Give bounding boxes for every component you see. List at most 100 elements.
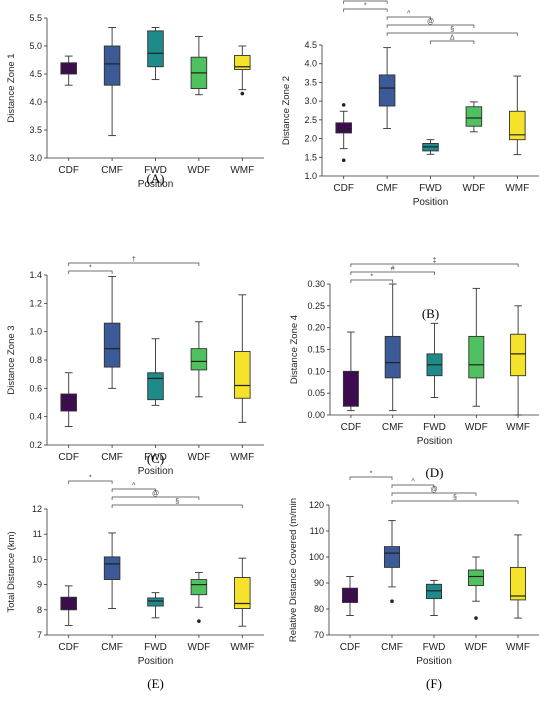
y-tick-label: 3.0 [304,96,317,106]
outlier-point [341,103,346,107]
panel-label: (A) [146,171,164,186]
x-tick-label: FWD [144,165,167,176]
box-iqr [234,577,251,609]
y-tick-label: 7 [37,630,42,640]
significance-bracket [386,32,518,36]
x-tick-label: FWD [144,642,167,653]
box-iqr [384,335,401,379]
y-tick-label: 0.00 [307,410,325,420]
box-iqr [378,74,396,107]
x-tick-label: FWD [423,642,446,653]
y-tick-label: 3.0 [29,153,42,163]
y-tick-label: 3.5 [29,125,42,135]
box-iqr [190,348,208,371]
x-tick-label: WDF [188,165,211,176]
x-axis-label: Position [138,656,174,667]
significance-bracket [391,500,519,504]
y-tick-label: 0.4 [29,412,42,422]
y-tick-label: 4.0 [29,97,42,107]
x-tick-label: WDF [463,183,486,194]
x-tick-label: CDF [58,642,79,653]
x-tick-label: CMF [381,642,403,653]
significance-bracket [68,480,113,484]
box-iqr [190,579,208,596]
y-tick-label: 120 [309,500,324,510]
y-tick-label: 0.30 [307,279,325,289]
x-tick-label: CDF [341,422,362,433]
significance-bracket [68,270,113,274]
y-axis-label: Distance Zone 1 [6,53,17,122]
x-tick-label: CDF [340,642,361,653]
box-iqr [147,372,164,401]
x-tick-label: WMF [506,642,530,653]
panel-label: (C) [147,451,164,466]
chart-panel: 1.0 1.5 2.0 2.5 3.0 3.5 4.0 4.5 CDF CMF FWD WDF WMF P… [281,0,539,321]
y-tick-label: 0.25 [307,301,325,311]
x-axis-label: Position [138,179,174,190]
x-tick-label: CMF [376,183,398,194]
significance-bracket [111,488,156,492]
significance-bracket [350,263,519,267]
y-tick-label: 3.5 [304,77,317,87]
significance-symbol: * [370,274,373,281]
chart-panel: 0.00 0.05 0.10 0.15 0.20 0.25 0.30 CDF CMF FWD WDF… [289,258,539,480]
significance-symbol: ^ [132,483,136,490]
y-tick-label: 100 [309,552,324,562]
box-iqr [468,335,485,379]
y-tick-label: 80 [314,604,324,614]
y-tick-label: 4.0 [304,59,317,69]
x-axis-label: Position [138,466,174,477]
significance-bracket [391,492,477,496]
box-iqr [147,30,164,68]
box-iqr [103,556,121,581]
significance-symbol: @ [430,487,437,494]
x-tick-label: WMF [230,642,254,653]
chart-panel: 7 8 9 10 11 12 CDF CMF FWD WDF WMF Position Total Di… [6,475,264,691]
box-iqr [465,106,483,127]
y-tick-label: 1.5 [304,152,317,162]
significance-bracket [430,40,475,44]
y-tick-label: 0.10 [307,366,325,376]
x-tick-label: CDF [58,165,79,176]
x-tick-label: WMF [506,422,530,433]
x-tick-label: WMF [505,183,529,194]
significance-symbol: § [450,27,454,34]
panel-label: (E) [147,676,164,691]
x-tick-label: WDF [188,642,211,653]
significance-bracket [391,484,435,488]
y-tick-label: 10 [32,554,42,564]
x-tick-label: WDF [465,422,488,433]
x-tick-label: CDF [333,183,354,194]
box-iqr [234,55,251,70]
significance-bracket [349,476,393,480]
significance-symbol: † [132,257,136,264]
significance-symbol: * [89,265,92,272]
y-axis-label: Distance Zone 2 [281,76,292,145]
y-tick-label: 4.5 [29,69,42,79]
x-axis-label: Position [417,436,453,447]
box-iqr [341,587,359,603]
x-tick-label: FWD [419,183,442,194]
outlier-point [390,599,394,603]
significance-symbol: * [89,475,92,482]
chart-panel: 70 80 90 100 110 120 CDF CMF FWD WDF WMF Position Re… [288,471,539,691]
significance-bracket [111,504,243,508]
chart-panel: 0.2 0.4 0.6 0.8 1.0 1.2 1.4 CDF CMF FWD WDF WMF Posi… [6,257,264,477]
box-iqr [509,110,526,141]
x-tick-label: WDF [465,642,488,653]
significance-symbol: Δ [450,35,455,42]
y-tick-label: 1.2 [29,298,42,308]
y-tick-label: 1.4 [29,270,42,280]
y-tick-label: 0.6 [29,383,42,393]
x-axis-label: Position [416,656,452,667]
x-tick-label: FWD [423,422,446,433]
significance-bracket [350,271,435,275]
significance-bracket [350,279,394,283]
panel-label: (B) [422,306,439,321]
y-tick-label: 0.8 [29,355,42,365]
outlier-point [474,616,478,620]
y-tick-label: 0.05 [307,388,325,398]
panel-label: (D) [425,465,443,480]
significance-symbol: # [363,0,367,2]
